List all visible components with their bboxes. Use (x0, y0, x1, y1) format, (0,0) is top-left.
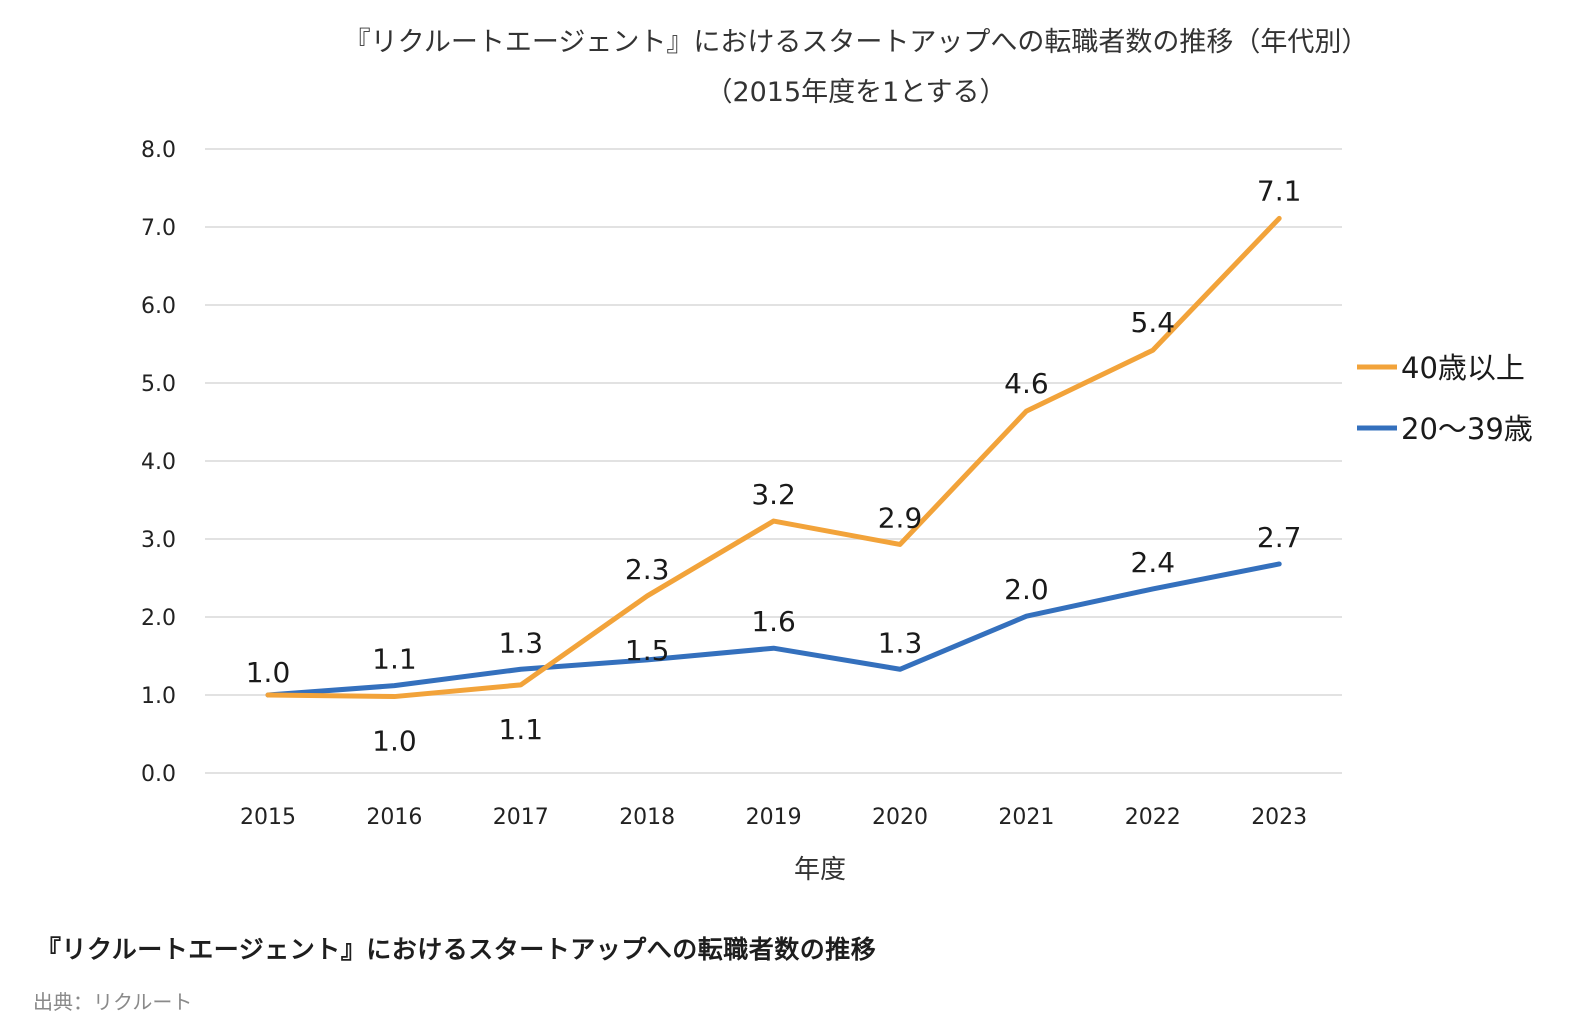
y-tick-label: 4.0 (141, 450, 176, 475)
data-label: 4.6 (1004, 367, 1049, 400)
chart-figure: 『リクルートエージェント』におけるスタートアップへの転職者数の推移（年代別） （… (141, 27, 1533, 885)
y-tick-label: 6.0 (141, 294, 176, 319)
chart-title: 『リクルートエージェント』におけるスタートアップへの転職者数の推移（年代別） (344, 27, 1369, 58)
source-note: 出典：リクルート (33, 990, 193, 1014)
x-tick-label: 2017 (493, 805, 549, 830)
y-tick-label: 0.0 (141, 762, 176, 787)
data-label: 2.3 (625, 553, 670, 586)
x-tick-label: 2022 (1125, 805, 1181, 830)
x-tick-label: 2021 (998, 805, 1054, 830)
series-line-age-40-plus (265, 215, 1282, 700)
line-chart: 『リクルートエージェント』におけるスタートアップへの転職者数の推移（年代別） （… (141, 27, 1533, 885)
data-labels: 1.0 1.0 1.1 2.3 3.2 2.9 4.6 5.4 7.1 1.1 1.3 1.5 1.6 1… (246, 174, 1302, 757)
data-label: 1.1 (499, 713, 544, 746)
series-lines (265, 215, 1282, 700)
y-tick-label: 5.0 (141, 372, 176, 397)
x-tick-label: 2019 (746, 805, 802, 830)
data-label: 1.0 (246, 656, 291, 689)
data-label: 1.6 (751, 605, 796, 638)
legend-label: 20〜39歳 (1401, 412, 1533, 446)
data-label: 2.9 (878, 501, 923, 534)
chart-subtitle: （2015年度を1とする） (705, 77, 1006, 108)
legend-label: 40歳以上 (1401, 351, 1525, 385)
data-label: 5.4 (1131, 306, 1176, 339)
data-label: 1.3 (499, 626, 544, 659)
x-tick-label: 2016 (366, 805, 422, 830)
y-tick-label: 8.0 (141, 138, 176, 163)
x-tick-label: 2018 (619, 805, 675, 830)
y-tick-label: 7.0 (141, 216, 176, 241)
data-label: 1.0 (372, 725, 417, 758)
x-axis-label: 年度 (794, 855, 846, 885)
data-label: 1.5 (625, 634, 670, 667)
legend: 40歳以上 20〜39歳 (1357, 351, 1533, 446)
data-label: 2.0 (1004, 573, 1049, 606)
data-label: 2.4 (1131, 546, 1176, 579)
x-tick-label: 2023 (1251, 805, 1307, 830)
data-label: 7.1 (1257, 174, 1302, 207)
x-tick-label: 2020 (872, 805, 928, 830)
data-label: 1.1 (372, 643, 417, 676)
data-label: 2.7 (1257, 521, 1302, 554)
x-axis-ticks: 2015 2016 2017 2018 2019 2020 2021 2022 2023 (240, 805, 1307, 830)
y-tick-label: 3.0 (141, 528, 176, 553)
figure-caption: 『リクルートエージェント』におけるスタートアップへの転職者数の推移 (36, 935, 877, 964)
series-line-age-20-39 (265, 561, 1282, 698)
data-label: 1.3 (878, 626, 923, 659)
y-axis-ticks: 0.0 1.0 2.0 3.0 4.0 5.0 6.0 7.0 8.0 (141, 138, 176, 787)
y-tick-label: 2.0 (141, 606, 176, 631)
x-tick-label: 2015 (240, 805, 296, 830)
data-label: 3.2 (751, 478, 796, 511)
y-tick-label: 1.0 (141, 684, 176, 709)
gridlines (205, 148, 1342, 774)
